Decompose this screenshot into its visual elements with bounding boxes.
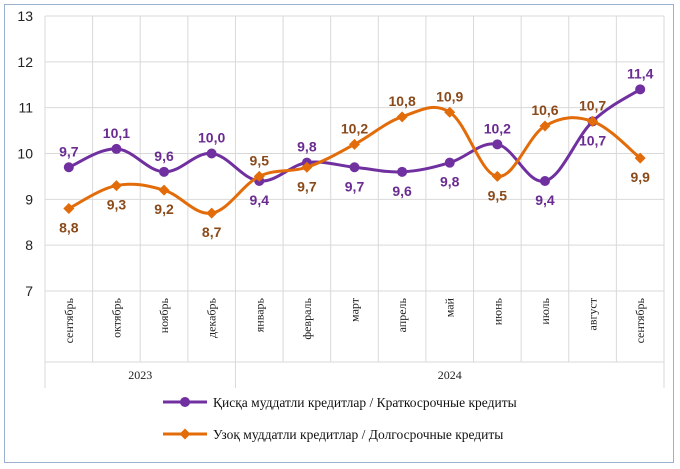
- chart-frame: [4, 4, 674, 463]
- data-label: 9,3: [107, 197, 127, 213]
- legend-marker: [179, 428, 191, 440]
- data-label: 10,9: [436, 88, 463, 104]
- series-1-marker: [206, 148, 217, 159]
- data-label: 9,5: [250, 152, 270, 168]
- series-2-marker: [63, 203, 75, 214]
- data-label: 8,7: [202, 224, 222, 240]
- series-1-marker: [492, 139, 503, 150]
- data-label: 9,7: [297, 178, 317, 194]
- x-tick-label: ноябрь: [157, 297, 171, 333]
- x-tick-label: октябрь: [109, 297, 123, 337]
- series-2-marker: [301, 161, 313, 173]
- series-2-marker: [206, 207, 218, 219]
- series-1-marker: [539, 176, 550, 186]
- y-tick-label: 9: [25, 191, 33, 207]
- data-label: 10,7: [579, 132, 606, 148]
- data-label: 9,6: [154, 148, 174, 164]
- x-tick-label: сентябрь: [62, 297, 76, 343]
- data-label: 10,0: [198, 130, 225, 146]
- series-1-marker: [444, 157, 455, 168]
- series-1-marker: [635, 84, 646, 95]
- y-tick-label: 12: [17, 54, 33, 70]
- data-label: 10,2: [484, 120, 511, 136]
- y-tick-label: 11: [18, 100, 33, 116]
- data-label: 10,7: [579, 97, 606, 113]
- data-label: 10,8: [388, 93, 415, 109]
- series-2-marker: [396, 111, 408, 123]
- legend-label: Қисқа муддатли кредитлар / Краткосрочные…: [213, 395, 517, 410]
- data-label: 9,8: [297, 139, 317, 155]
- x-tick-label: апрель: [395, 297, 409, 332]
- x-tick-label: сентябрь: [633, 297, 647, 343]
- series-2-marker: [349, 138, 360, 150]
- data-label: 8,8: [59, 220, 79, 236]
- data-label: 9,4: [250, 192, 270, 208]
- data-label: 10,6: [531, 102, 558, 118]
- series-1-marker: [349, 162, 360, 173]
- x-tick-label: январь: [252, 297, 266, 332]
- legend-marker: [180, 397, 190, 407]
- data-label: 9,7: [345, 178, 365, 194]
- x-tick-label: март: [348, 297, 362, 322]
- series-2-marker: [587, 115, 599, 127]
- series-1-marker: [63, 162, 74, 173]
- data-label: 9,7: [59, 143, 79, 159]
- y-tick-label: 8: [25, 237, 33, 253]
- x-tick-label: июнь: [490, 297, 504, 325]
- series-2-marker: [539, 120, 551, 132]
- series-2-marker: [253, 170, 265, 182]
- series-1-marker: [159, 166, 170, 177]
- year-label: 2023: [128, 368, 152, 382]
- data-label: 9,8: [440, 174, 460, 190]
- x-tick-label: декабрь: [205, 297, 219, 338]
- y-tick-label: 13: [17, 8, 33, 24]
- series-1-marker: [397, 166, 408, 177]
- series-2-marker: [491, 170, 503, 182]
- data-label: 9,6: [392, 183, 412, 199]
- data-label: 9,5: [488, 187, 508, 203]
- data-label: 11,4: [627, 65, 654, 81]
- data-label: 10,1: [103, 125, 130, 141]
- series-2-marker: [634, 152, 646, 164]
- series-2-marker: [110, 180, 122, 192]
- series-2-marker: [444, 106, 456, 118]
- x-tick-label: февраль: [300, 297, 314, 339]
- year-label: 2024: [438, 368, 462, 382]
- data-label: 9,9: [630, 169, 650, 185]
- x-tick-label: май: [443, 297, 457, 317]
- x-tick-label: июль: [538, 297, 552, 324]
- x-tick-label: август: [586, 297, 600, 330]
- y-tick-label: 7: [25, 283, 33, 299]
- data-label: 9,2: [154, 201, 174, 217]
- series-1-marker: [111, 143, 122, 154]
- data-label: 9,4: [535, 192, 555, 208]
- legend-label: Узоқ муддатли кредитлар / Долгосрочные к…: [213, 427, 503, 442]
- series-2-marker: [158, 184, 170, 196]
- data-label: 10,2: [341, 120, 368, 136]
- y-tick-label: 10: [17, 146, 33, 162]
